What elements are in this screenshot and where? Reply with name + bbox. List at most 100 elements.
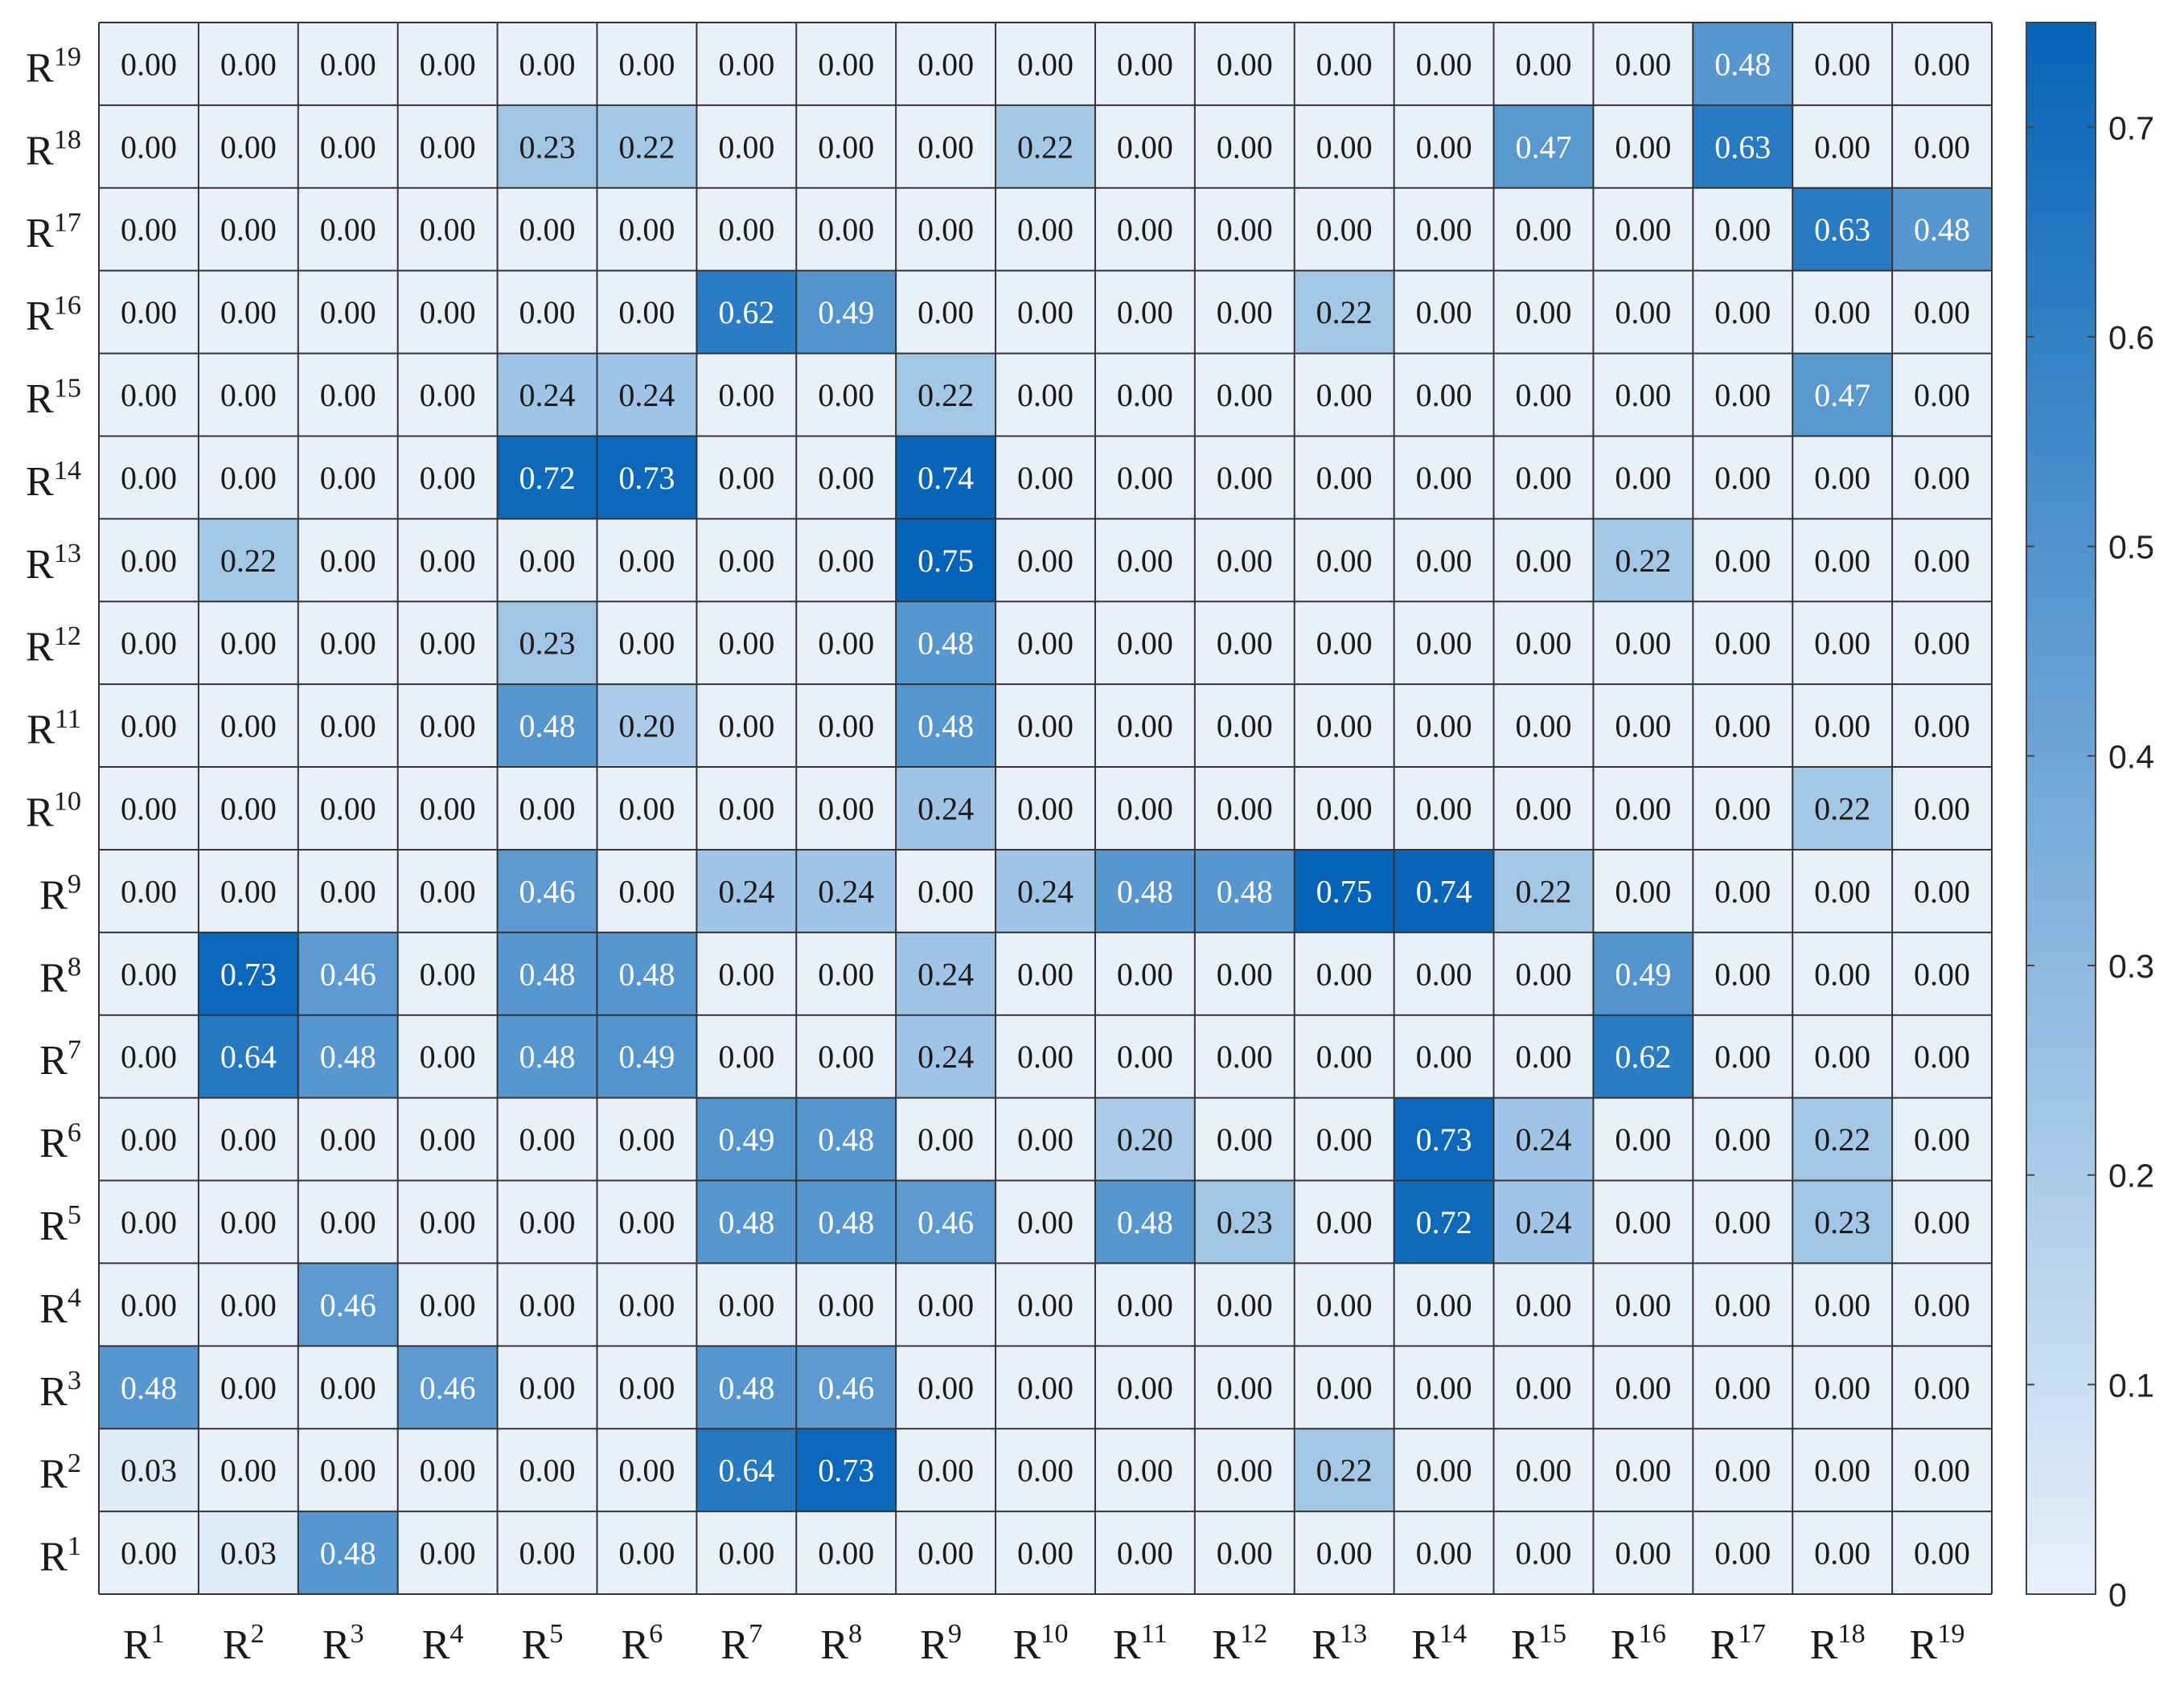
y-tick-label-base: R (39, 1038, 68, 1084)
cell-value-label: 0.00 (519, 46, 576, 82)
cell-value-label: 0.00 (618, 791, 675, 827)
cell-value-label: 0.00 (718, 956, 774, 992)
cell-value-label: 0.00 (1714, 294, 1771, 330)
cell-value-label: 0.00 (1117, 211, 1173, 248)
heatmap-cell-r18-c7 (696, 1429, 797, 1512)
cell-value-label: 0.00 (1117, 956, 1173, 992)
heatmap-cell-r7-c8 (796, 519, 897, 602)
heatmap-cell-r16-c19 (1892, 1263, 1992, 1347)
cell-value-label: 0.00 (420, 791, 476, 827)
cell-value-label: 0.00 (1814, 1039, 1870, 1075)
x-tick-label-base: R (1611, 1622, 1639, 1668)
cell-value-label: 0.00 (1316, 211, 1373, 248)
y-tick-label-base: R (39, 872, 68, 918)
heatmap-cell-r10-c8 (796, 767, 897, 850)
heatmap-cell-r11-c8 (796, 849, 897, 933)
cell-value-label: 0.75 (918, 543, 974, 579)
cell-value-label: 0.47 (1515, 129, 1571, 165)
y-tick-label-sup: 16 (54, 289, 81, 320)
cell-value-label: 0.00 (1615, 1287, 1671, 1323)
heatmap-cell-r5-c2 (198, 353, 298, 437)
cell-value-label: 0.00 (1914, 1204, 1970, 1240)
x-tick-label-sup: 15 (1539, 1618, 1566, 1649)
cell-value-label: 0.46 (519, 873, 576, 909)
cell-value-label: 0.00 (1615, 460, 1671, 496)
cell-value-label: 0.48 (618, 956, 675, 992)
y-tick-label-sup: 19 (54, 42, 81, 72)
y-tick-label-base: R (26, 211, 54, 256)
heatmap-cell-r10-c19 (1892, 767, 1992, 850)
y-tick-label-sup: 12 (54, 621, 81, 651)
cell-value-label: 0.00 (121, 1535, 177, 1572)
x-tick-label: R10 (1013, 1618, 1069, 1668)
cell-value-label: 0.00 (1316, 1535, 1373, 1572)
heatmap-cell-r12-c10 (996, 932, 1095, 1015)
colorbar-tick-label: 0.6 (2108, 319, 2154, 356)
cell-value-label: 0.00 (718, 625, 774, 662)
heatmap-cell-r13-c11 (1094, 1015, 1195, 1098)
y-tick-label-base: R (39, 1203, 68, 1249)
heatmap-cell-r17-c11 (1094, 1346, 1195, 1429)
cell-value-label: 0.00 (1117, 1370, 1173, 1406)
cell-value-label: 0.00 (918, 873, 974, 909)
cell-value-label: 0.00 (1714, 708, 1771, 744)
cell-value-label: 0.00 (1017, 460, 1074, 496)
cell-value-label: 0.48 (1714, 46, 1771, 82)
x-tick-label-base: R (1013, 1622, 1041, 1668)
cell-value-label: 0.46 (918, 1204, 974, 1240)
cell-value-label: 0.23 (519, 129, 576, 165)
heatmap-cell-r8-c2 (198, 601, 298, 685)
cell-value-label: 0.00 (1017, 791, 1074, 827)
cell-value-label: 0.48 (718, 1370, 774, 1406)
cell-value-label: 0.00 (121, 1204, 177, 1240)
cell-value-label: 0.00 (918, 211, 974, 248)
cell-value-label: 0.48 (121, 1370, 177, 1406)
heatmap-cell-r19-c5 (497, 1511, 597, 1594)
cell-value-label: 0.00 (1416, 1287, 1472, 1323)
y-tick-label-sup: 1 (68, 1531, 81, 1561)
heatmap-cell-r6-c10 (996, 436, 1095, 519)
cell-value-label: 0.00 (121, 791, 177, 827)
cell-value-label: 0.00 (1714, 1121, 1771, 1158)
y-tick-label-sup: 7 (68, 1034, 81, 1064)
y-tick-label: R4 (39, 1282, 81, 1332)
cell-value-label: 0.00 (718, 543, 774, 579)
cell-value-label: 0.00 (1117, 129, 1173, 165)
cell-value-label: 0.00 (519, 294, 576, 330)
heatmap-cell-r4-c2 (198, 270, 298, 354)
cell-value-label: 0.49 (818, 294, 874, 330)
cell-value-label: 0.00 (1714, 1204, 1771, 1240)
x-tick-label-sup: 19 (1937, 1618, 1964, 1649)
heatmap-cell-r18-c12 (1194, 1429, 1295, 1512)
heatmap-cell-r11-c7 (696, 849, 797, 933)
x-tick-label-base: R (920, 1622, 948, 1668)
cell-value-label: 0.00 (320, 543, 376, 579)
cell-value-label: 0.00 (1217, 460, 1273, 496)
cell-value-label: 0.00 (1316, 1287, 1373, 1323)
heatmap-cell-r7-c11 (1094, 519, 1195, 602)
heatmap-cell-r1-c11 (1094, 23, 1195, 105)
heatmap-gridlines (98, 22, 1993, 1595)
colorbar-tick-label: 0.4 (2108, 738, 2154, 775)
heatmap-cell-r10-c2 (198, 767, 298, 850)
y-tick-label-sup: 15 (54, 372, 81, 403)
heatmap-cell-r9-c11 (1094, 684, 1195, 768)
cell-value-label: 0.00 (1217, 1535, 1273, 1572)
cell-value-label: 0.00 (121, 873, 177, 909)
cell-value-label: 0.00 (718, 1287, 774, 1323)
heatmap-cell-r6-c15 (1493, 436, 1594, 519)
cell-value-label: 0.20 (1117, 1121, 1173, 1158)
heatmap-cell-r6-c18 (1792, 436, 1893, 519)
cell-value-label: 0.00 (1217, 1370, 1273, 1406)
heatmap-cell-r19-c19 (1892, 1511, 1992, 1594)
cell-value-label: 0.00 (1416, 625, 1472, 662)
cell-value-label: 0.00 (1117, 543, 1173, 579)
cell-value-label: 0.00 (818, 1287, 874, 1323)
cell-value-label: 0.00 (420, 46, 476, 82)
cell-value-label: 0.00 (519, 1370, 576, 1406)
heatmap-cell-r8-c3 (298, 601, 398, 685)
heatmap-cell-r4-c7 (696, 270, 797, 354)
x-tick-label: R6 (621, 1618, 663, 1668)
cell-value-label: 0.00 (1316, 791, 1373, 827)
